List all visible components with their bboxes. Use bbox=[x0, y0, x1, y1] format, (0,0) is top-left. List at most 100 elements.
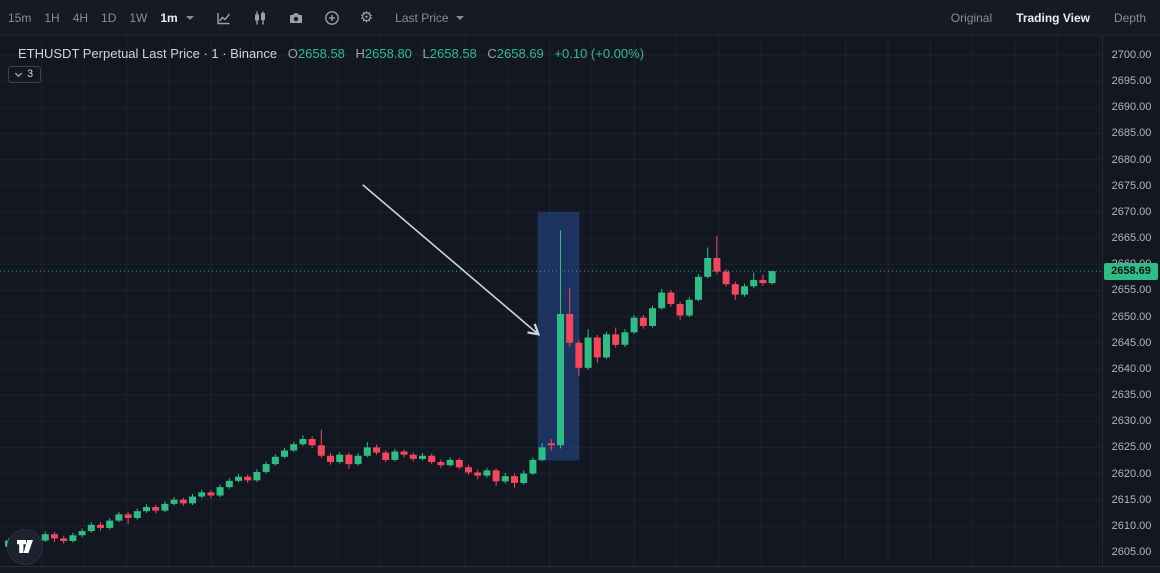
candle-body bbox=[170, 499, 178, 504]
price-change-text: +0.10 (+0.00%) bbox=[554, 46, 645, 61]
candle-body bbox=[281, 450, 288, 457]
candle-body bbox=[308, 438, 316, 446]
timeframe-1h[interactable]: 1H bbox=[44, 10, 60, 25]
candle-body bbox=[290, 444, 298, 451]
candle-body bbox=[124, 514, 132, 518]
candle-body bbox=[731, 284, 739, 295]
candle-body bbox=[354, 455, 362, 465]
price-axis-label: 2640.00 bbox=[1111, 362, 1152, 375]
candle-body bbox=[465, 467, 472, 473]
chart-settings-button[interactable]: ⚙ bbox=[360, 8, 373, 28]
candle-body bbox=[529, 459, 537, 474]
candle-body bbox=[557, 313, 564, 446]
ohlc-close-value: 2658.69 bbox=[496, 46, 544, 61]
price-axis-label: 2645.00 bbox=[1111, 336, 1152, 349]
gear-icon: ⚙ bbox=[359, 8, 374, 26]
timeframe-4h[interactable]: 4H bbox=[72, 10, 89, 25]
candle-body bbox=[658, 292, 666, 309]
candle-body bbox=[373, 447, 380, 453]
indicators-count: 3 bbox=[27, 68, 34, 80]
candle-body bbox=[520, 473, 528, 483]
candle-body bbox=[152, 507, 160, 511]
line-chart-button[interactable] bbox=[216, 8, 232, 28]
price-axis[interactable]: 2605.00 2610.00 2615.00 2620.00 2625.00 2630.… bbox=[1102, 36, 1160, 567]
last-price-tag: 2658.69 bbox=[1104, 263, 1158, 281]
candle-body bbox=[593, 337, 601, 358]
candle-body bbox=[492, 470, 500, 482]
candle-body bbox=[676, 304, 684, 316]
candle-body bbox=[474, 472, 482, 476]
price-source-label: Last Price bbox=[395, 10, 449, 25]
price-source-caret-down-icon bbox=[455, 16, 464, 21]
price-axis-label: 2700.00 bbox=[1111, 49, 1152, 61]
price-axis-label: 2665.00 bbox=[1111, 232, 1152, 245]
indicators-collapse-toggle[interactable]: 3 bbox=[8, 66, 42, 83]
candle-body bbox=[179, 499, 187, 504]
chart-view-tabs: Original Trading View Depth bbox=[951, 11, 1146, 25]
chevron-down-icon bbox=[14, 72, 23, 77]
view-tab-depth[interactable]: Depth bbox=[1113, 10, 1146, 25]
candle-body bbox=[575, 342, 583, 368]
add-indicator-button[interactable] bbox=[324, 8, 340, 28]
candle-body bbox=[262, 464, 270, 472]
candle-body bbox=[198, 492, 206, 497]
candle-body bbox=[235, 476, 242, 481]
candle-body bbox=[409, 454, 417, 459]
candle-body bbox=[317, 445, 325, 456]
candle-body bbox=[621, 332, 629, 345]
candlestick-style-button[interactable] bbox=[252, 8, 268, 28]
tradingview-logo[interactable] bbox=[7, 529, 43, 565]
candle-body bbox=[722, 271, 730, 285]
candle-body bbox=[271, 456, 279, 465]
price-axis-label: 2620.00 bbox=[1111, 467, 1152, 480]
price-axis-label: 2605.00 bbox=[1111, 546, 1152, 558]
candle-body bbox=[566, 313, 574, 343]
candle-body bbox=[87, 524, 95, 532]
price-axis-label: 2680.00 bbox=[1111, 153, 1152, 166]
timeframe-1w[interactable]: 1W bbox=[129, 10, 148, 25]
candle-body bbox=[483, 470, 491, 476]
candle-body bbox=[216, 487, 224, 496]
ohlc-open-value: 2658.58 bbox=[297, 46, 345, 61]
price-source-dropdown[interactable]: Last Price bbox=[395, 11, 464, 25]
arrow-annotation[interactable] bbox=[362, 184, 541, 336]
view-tab-original[interactable]: Original bbox=[950, 10, 993, 25]
candle-body bbox=[207, 492, 215, 496]
candle-body bbox=[667, 292, 675, 305]
timeframe-15m[interactable]: 15m bbox=[8, 10, 32, 25]
candle-body bbox=[419, 455, 426, 459]
chart-area: ETHUSDT Perpetual Last Price · 1 · Binan… bbox=[0, 36, 1103, 567]
candle-body bbox=[225, 480, 233, 488]
ohlc-high-value: 2658.80 bbox=[364, 46, 412, 61]
candle-body bbox=[382, 452, 390, 460]
symbol-title: ETHUSDT Perpetual Last Price · 1 · Binan… bbox=[18, 46, 278, 61]
price-axis-label: 2690.00 bbox=[1111, 101, 1152, 114]
candle-wick bbox=[127, 512, 129, 525]
candle-body bbox=[253, 471, 261, 481]
price-axis-label: 2675.00 bbox=[1111, 179, 1152, 192]
candle-body bbox=[584, 337, 592, 368]
timeframe-1m-selected[interactable]: 1m bbox=[160, 10, 178, 25]
camera-snapshot-button[interactable] bbox=[288, 8, 304, 28]
candle-wick bbox=[716, 236, 718, 275]
candle-body bbox=[511, 476, 518, 483]
timeframe-caret-down-icon bbox=[185, 15, 194, 20]
price-axis-label: 2655.00 bbox=[1111, 284, 1152, 297]
price-axis-label: 2670.00 bbox=[1111, 205, 1152, 218]
candlestick-chart[interactable] bbox=[0, 36, 1103, 567]
ohlc-low-value: 2658.58 bbox=[429, 46, 477, 61]
candle-body bbox=[501, 476, 509, 482]
time-axis[interactable] bbox=[0, 566, 1160, 573]
view-tab-tradingview[interactable]: Trading View bbox=[1016, 10, 1090, 25]
candle-body bbox=[741, 286, 748, 295]
candle-body bbox=[685, 299, 693, 316]
candle-body bbox=[437, 462, 445, 466]
timeframe-1d[interactable]: 1D bbox=[101, 10, 117, 25]
price-axis-label: 2630.00 bbox=[1111, 415, 1152, 428]
line-chart-icon bbox=[217, 12, 230, 24]
candle-body bbox=[299, 438, 307, 445]
candle-body bbox=[400, 451, 408, 455]
candle-body bbox=[768, 271, 776, 284]
ohlc-close-label: C bbox=[487, 46, 497, 61]
plus-circle-icon bbox=[324, 10, 339, 25]
